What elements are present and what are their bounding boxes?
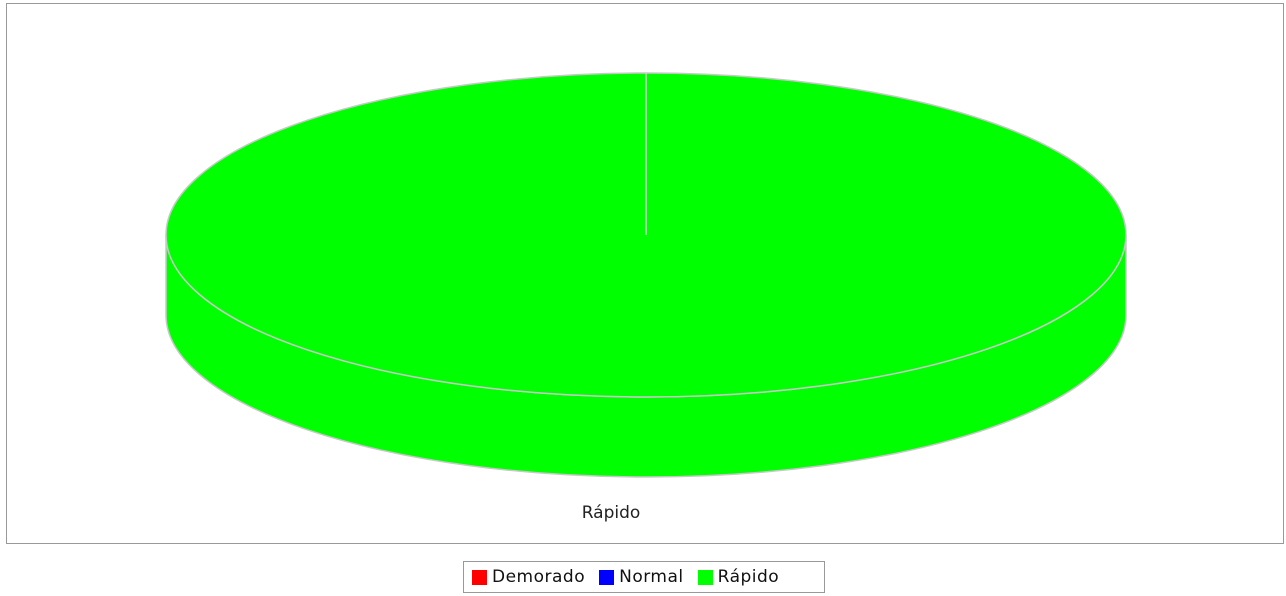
legend-swatch-demorado xyxy=(472,569,487,585)
legend-label-demorado: Demorado xyxy=(492,567,586,587)
legend-swatch-rapido xyxy=(697,569,713,585)
legend-item-normal: Normal xyxy=(599,567,684,587)
pie-slices xyxy=(165,72,1127,478)
legend-item-rapido: Rápido xyxy=(697,567,780,587)
legend-item-demorado: Demorado xyxy=(472,567,585,587)
legend-swatch-normal xyxy=(599,569,615,585)
legend-label-rapido: Rápido xyxy=(717,567,780,587)
slice-label-rapido: Rápido xyxy=(582,503,641,523)
legend: Demorado Normal Rápido xyxy=(463,561,825,593)
plot-area: Rápido xyxy=(6,3,1284,544)
legend-label-normal: Normal xyxy=(619,567,684,587)
pie-chart: Rápido xyxy=(165,72,1127,523)
